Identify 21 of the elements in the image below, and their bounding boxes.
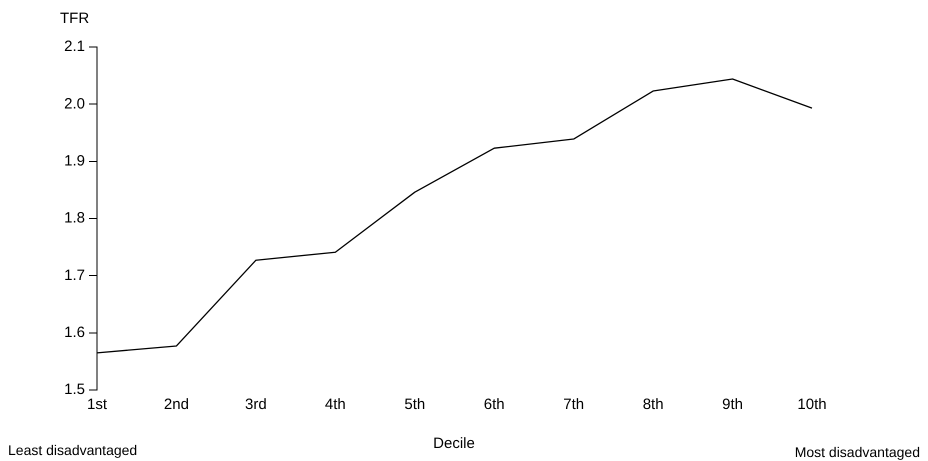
x-tick-label: 8th bbox=[642, 396, 664, 414]
x-tick-label: 2nd bbox=[164, 396, 189, 414]
text: Most disadvantaged bbox=[794, 444, 920, 460]
y-tick-label: 1.6 bbox=[64, 324, 85, 341]
y-tick-label: 1.8 bbox=[64, 210, 85, 227]
x-axis-title: Decile bbox=[433, 435, 475, 452]
y-tick-label: 1.5 bbox=[64, 381, 85, 398]
x-tick-label: 3rd bbox=[245, 396, 267, 414]
x-tick-label: 6th bbox=[484, 396, 505, 414]
y-tick-label: 1.9 bbox=[64, 152, 85, 170]
x-tick-label: 5th bbox=[404, 396, 426, 414]
y-tick-label: 2.0 bbox=[64, 95, 85, 112]
x-tick-label: 7th bbox=[563, 396, 584, 414]
y-tick-label: 2.1 bbox=[64, 38, 85, 56]
y-axis-title: TFR bbox=[60, 10, 90, 27]
y-tick-label: 1.7 bbox=[64, 266, 85, 284]
x-tick-label: 9th bbox=[722, 396, 743, 414]
x-tick-label: 10th bbox=[797, 396, 827, 414]
x-tick-label: 4th bbox=[324, 396, 346, 414]
x-tick-label: 1st bbox=[86, 396, 108, 414]
text: Least disadvantaged bbox=[8, 442, 138, 458]
